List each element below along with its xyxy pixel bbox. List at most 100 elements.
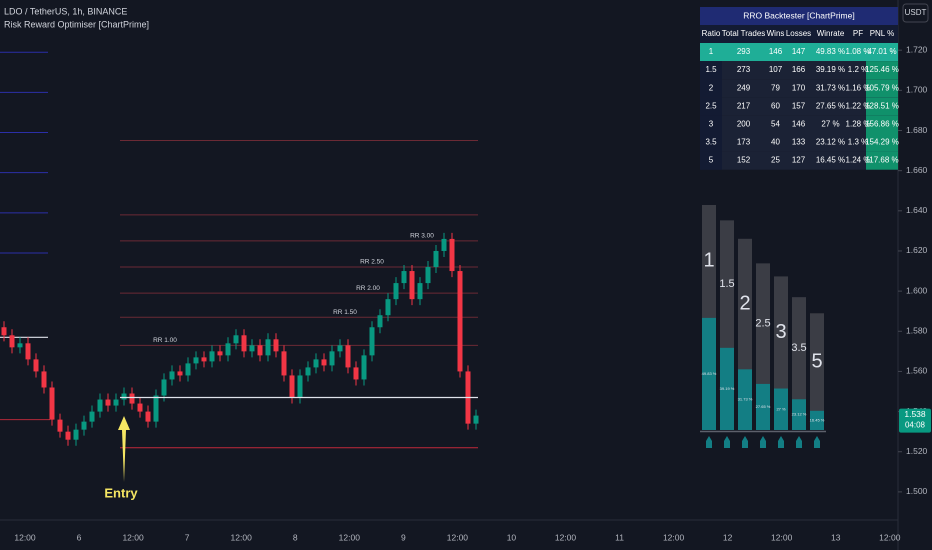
candle-body: [313, 359, 319, 368]
x-tick-label: 13: [831, 532, 841, 542]
table-cell: 117.68 %: [865, 156, 898, 165]
candle-body: [473, 415, 479, 424]
candle-body: [265, 339, 271, 356]
candle-body: [369, 327, 375, 356]
y-tick-label: 1.560: [906, 366, 928, 376]
table-cell: 147: [792, 47, 806, 56]
entry-label: Entry: [104, 485, 138, 500]
candle-body: [57, 419, 63, 432]
candle-body: [209, 351, 215, 362]
winrate-bars: 1 49.83 % 1.5 39.19 % 2 31.73 % 2.5 27.65 % 3 27 …: [700, 205, 826, 448]
candle-body: [273, 339, 279, 352]
candle-body: [73, 429, 79, 440]
table-cell: 217: [737, 101, 751, 110]
indicator-title[interactable]: Risk Reward Optimiser [ChartPrime]: [4, 19, 149, 29]
table-cell: 125.46 %: [865, 65, 899, 74]
table-cell: 40: [771, 138, 780, 147]
candle-body: [1, 327, 7, 336]
last-price-box: [899, 408, 931, 433]
candle-body: [401, 271, 407, 284]
candle-body: [409, 271, 415, 300]
table-cell: 27 %: [821, 120, 839, 129]
candle-body: [129, 393, 135, 404]
table-cell: 249: [737, 83, 751, 92]
wins-bar: [702, 317, 716, 430]
y-tick-label: 1.720: [906, 44, 928, 54]
candle-body: [329, 351, 335, 366]
x-tick-label: 12:00: [122, 532, 144, 542]
y-tick-label: 1.660: [906, 165, 928, 175]
table-cell: 1.08 %: [846, 47, 871, 56]
candle-body: [281, 351, 287, 376]
x-tick-label: 10: [507, 532, 517, 542]
ratio-label: 5: [811, 350, 822, 372]
rr-level-label: RR 1.00: [153, 337, 177, 344]
trades-bar: [792, 297, 806, 430]
ratio-label: 3: [775, 321, 786, 343]
entry-arrow: [118, 416, 130, 482]
table-cell: 146: [769, 47, 783, 56]
symbol-title[interactable]: LDO / TetherUS, 1h, BINANCE: [4, 6, 127, 16]
ratio-label: 2.5: [755, 318, 770, 330]
table-cell: 173: [737, 138, 751, 147]
candle-body: [89, 411, 95, 422]
candle-body: [321, 359, 327, 366]
candle-body: [25, 343, 31, 360]
rr-level-label: RR 1.50: [333, 309, 357, 316]
table-cell: 273: [737, 65, 751, 74]
candle-body: [105, 399, 111, 406]
y-tick-label: 1.500: [906, 486, 928, 496]
currency-button[interactable]: [902, 3, 929, 23]
pnl-cell-bg: [866, 151, 898, 170]
table-cell: 200: [737, 120, 751, 129]
candle-body: [233, 335, 239, 344]
x-tick-label: 9: [401, 532, 406, 542]
x-tick-label: 12:00: [339, 532, 361, 542]
candle-body: [345, 345, 351, 368]
candle-body: [377, 315, 383, 328]
trades-bar: [810, 313, 824, 430]
column-header: PF: [853, 29, 863, 38]
table-cell: 2: [709, 83, 714, 92]
candle-body: [441, 238, 447, 251]
candle-body: [185, 363, 191, 376]
candle-body: [81, 421, 87, 430]
pnl-cell-bg: [866, 97, 898, 116]
ratio-cell-bg: [700, 61, 722, 80]
winrate-label: 27.65 %: [756, 404, 771, 409]
wins-bar: [810, 410, 824, 430]
bar-marker: [796, 436, 802, 448]
rr-level-label: RR 2.50: [360, 259, 384, 266]
table-cell: 128.51 %: [865, 101, 899, 110]
table-cell: 31.73 %: [816, 83, 845, 92]
candle-body: [33, 359, 39, 372]
plot: 1.7201.7001.6801.6601.6401.6201.6001.580…: [0, 44, 931, 542]
x-tick-label: 11: [615, 532, 624, 542]
bar-marker: [760, 436, 766, 448]
wins-bar: [792, 399, 806, 430]
rr-level-label: RR 3.00: [410, 233, 434, 240]
table-row-bg: [700, 79, 898, 98]
currency-label[interactable]: USDT: [905, 8, 927, 17]
candle-body: [249, 345, 255, 352]
table-cell: 47.01 %: [867, 47, 896, 56]
table-row-bg: [700, 115, 898, 134]
winrate-label: 27 %: [776, 406, 786, 411]
wins-bar: [720, 347, 734, 430]
ratio-cell-bg: [700, 151, 722, 170]
table-cell: 1.22 %: [846, 101, 871, 110]
table-cell: 39.19 %: [816, 65, 845, 74]
ratio-label: 1: [703, 250, 714, 272]
x-tick-label: 7: [185, 532, 190, 542]
candle-body: [121, 393, 127, 400]
table-row-bg: [700, 151, 898, 170]
table-cell: 152: [737, 156, 751, 165]
x-tick-label: 8: [293, 532, 298, 542]
column-header: Losses: [786, 29, 811, 38]
table-cell: 3.5: [705, 138, 717, 147]
table-cell: 2.5: [705, 101, 717, 110]
candle-body: [145, 411, 151, 422]
table-cell: 60: [771, 101, 780, 110]
